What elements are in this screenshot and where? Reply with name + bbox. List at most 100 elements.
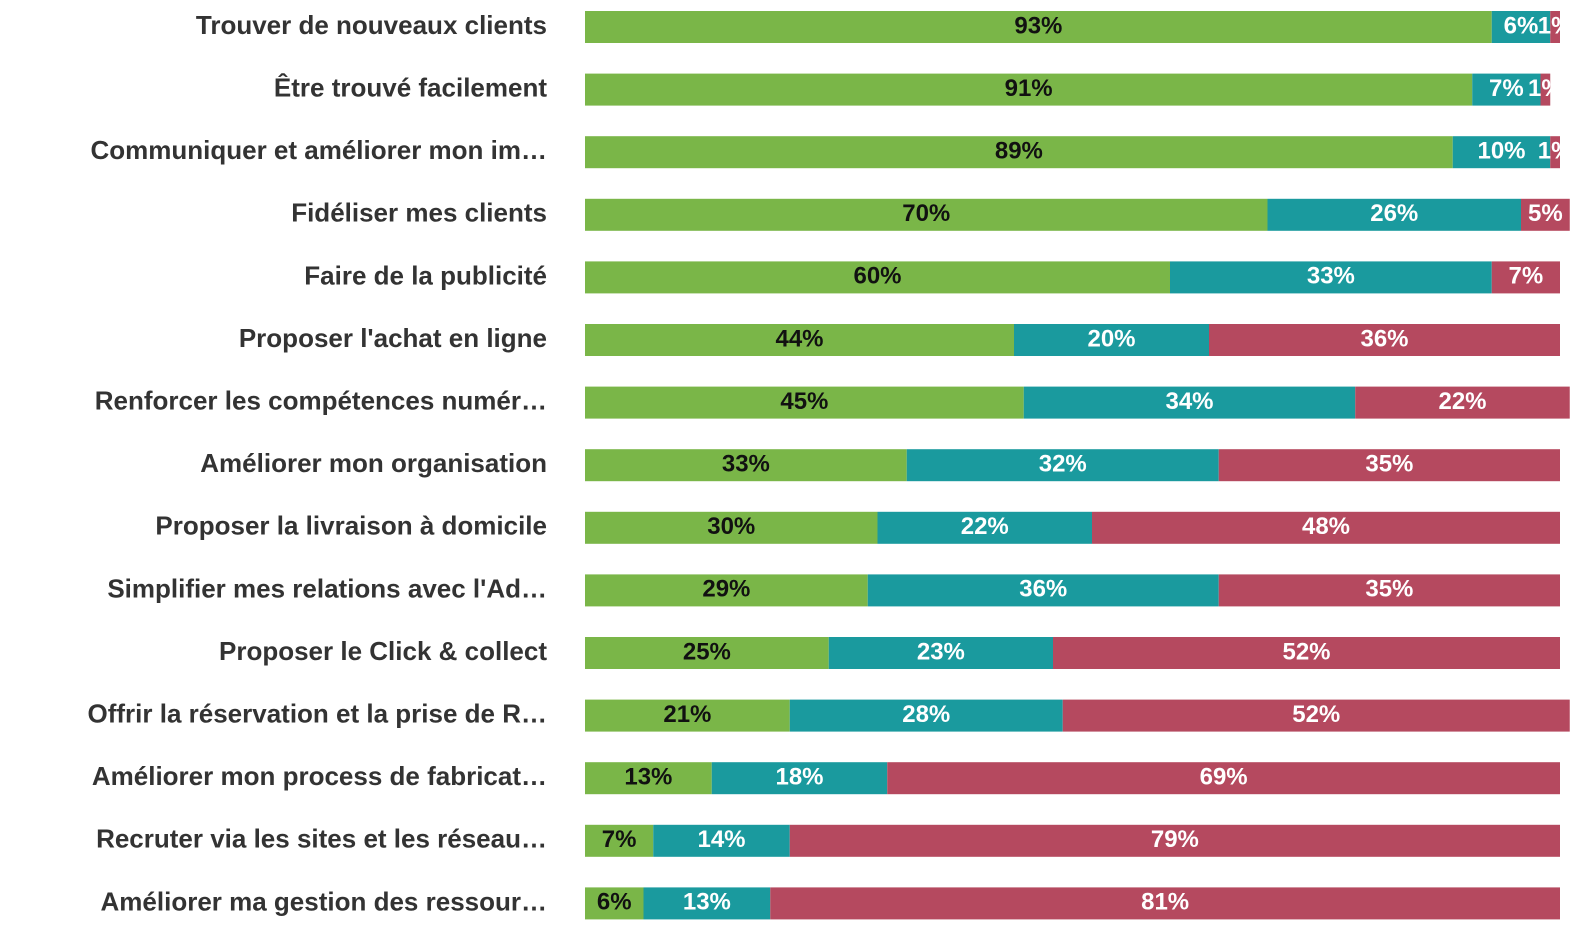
bar-segment (585, 11, 1492, 43)
category-label: Renforcer les compétences numér… (95, 385, 547, 415)
value-label: 25% (683, 638, 731, 665)
bar-segment (1355, 386, 1570, 419)
value-label: 21% (663, 701, 711, 728)
value-label: 6% (597, 889, 632, 916)
value-label: 26% (1370, 200, 1418, 227)
bar-segment (887, 762, 1560, 795)
value-label: 13% (683, 889, 731, 916)
bar-segment (1053, 637, 1560, 669)
bar-segment (585, 699, 790, 732)
bar-segment (1452, 136, 1551, 169)
category-label: Proposer le Click & collect (219, 636, 547, 666)
bar-segment (585, 449, 907, 482)
value-label: 18% (775, 764, 823, 791)
value-label: 44% (775, 325, 823, 352)
value-label: 6% (1504, 12, 1539, 39)
value-label: 69% (1200, 764, 1248, 791)
value-label: 14% (697, 826, 745, 853)
bar-segment (1550, 11, 1560, 43)
value-label: 52% (1282, 638, 1330, 665)
bar-segment (1092, 511, 1560, 544)
bar-segment (789, 824, 1560, 857)
bar-segment (1491, 11, 1551, 43)
value-label: 22% (1438, 388, 1486, 415)
bar-segment (585, 324, 1014, 356)
bar-segment (585, 73, 1473, 106)
value-label: 35% (1365, 451, 1413, 478)
category-label: Fidéliser mes clients (291, 198, 547, 228)
value-label: 81% (1141, 889, 1189, 916)
value-label: 30% (707, 513, 755, 540)
bar-segment (585, 511, 878, 544)
value-label: 91% (1005, 75, 1053, 102)
bar-segment (1023, 386, 1356, 419)
value-label: 20% (1087, 325, 1135, 352)
bar-segment (585, 198, 1268, 231)
value-label: 1% (1538, 138, 1573, 165)
category-label: Faire de la publicité (304, 260, 547, 290)
category-label: Communiquer et améliorer mon im… (90, 135, 547, 165)
value-label: 13% (624, 764, 672, 791)
bar-segment (1267, 198, 1521, 231)
value-label: 45% (780, 388, 828, 415)
bar-segment (711, 762, 888, 795)
bar-segment (1472, 73, 1541, 106)
bar-segment (585, 261, 1170, 294)
value-label: 33% (1307, 263, 1355, 290)
bar-segment (877, 511, 1092, 544)
bar-segment (1491, 261, 1560, 294)
bar-segment (585, 136, 1453, 169)
category-label: Améliorer mon process de fabricat… (92, 761, 547, 791)
bar-segment (789, 699, 1063, 732)
category-label: Proposer la livraison à domicile (155, 511, 547, 541)
value-label: 36% (1019, 576, 1067, 603)
bar-segment (585, 637, 829, 669)
value-label: 23% (917, 638, 965, 665)
bar-segment (585, 887, 644, 920)
bar-segment (906, 449, 1219, 482)
value-label: 7% (602, 826, 637, 853)
value-label: 60% (853, 263, 901, 290)
category-label: Être trouvé facilement (274, 72, 547, 102)
value-label: 36% (1360, 325, 1408, 352)
bar-segment (1218, 574, 1560, 607)
category-label: Proposer l'achat en ligne (239, 323, 547, 353)
value-label: 29% (702, 576, 750, 603)
value-label: 93% (1014, 12, 1062, 39)
bar-segment (770, 887, 1560, 920)
value-label: 52% (1292, 701, 1340, 728)
category-label: Offrir la réservation et la prise de R… (88, 698, 548, 728)
category-label: Améliorer ma gestion des ressour… (101, 886, 547, 916)
bar-segment (1014, 324, 1209, 356)
value-label: 28% (902, 701, 950, 728)
value-label: 7% (1489, 75, 1524, 102)
value-label: 35% (1365, 576, 1413, 603)
bar-segment (585, 386, 1024, 419)
value-label: 33% (722, 451, 770, 478)
value-label: 34% (1165, 388, 1213, 415)
bar-segment (653, 824, 790, 857)
value-label: 70% (902, 200, 950, 227)
value-label: 22% (961, 513, 1009, 540)
value-label: 79% (1151, 826, 1199, 853)
category-label: Recruter via les sites et les réseau… (96, 824, 547, 854)
value-label: 1% (1528, 75, 1563, 102)
value-label: 7% (1509, 263, 1544, 290)
bar-segment (1062, 699, 1570, 732)
value-label: 89% (995, 138, 1043, 165)
category-label: Trouver de nouveaux clients (196, 10, 547, 40)
bar-segment (1550, 136, 1560, 169)
bar-segment (828, 637, 1053, 669)
value-label: 10% (1477, 138, 1525, 165)
bar-segment (1209, 324, 1560, 356)
category-label: Améliorer mon organisation (200, 448, 547, 478)
bar-segment (1170, 261, 1492, 294)
bar-segment (585, 762, 712, 795)
bar-segment (585, 574, 868, 607)
bar-segment (643, 887, 771, 920)
bar-segment (1521, 198, 1570, 231)
value-label: 1% (1538, 12, 1573, 39)
bar-segment (867, 574, 1219, 607)
bar-segment (585, 824, 654, 857)
